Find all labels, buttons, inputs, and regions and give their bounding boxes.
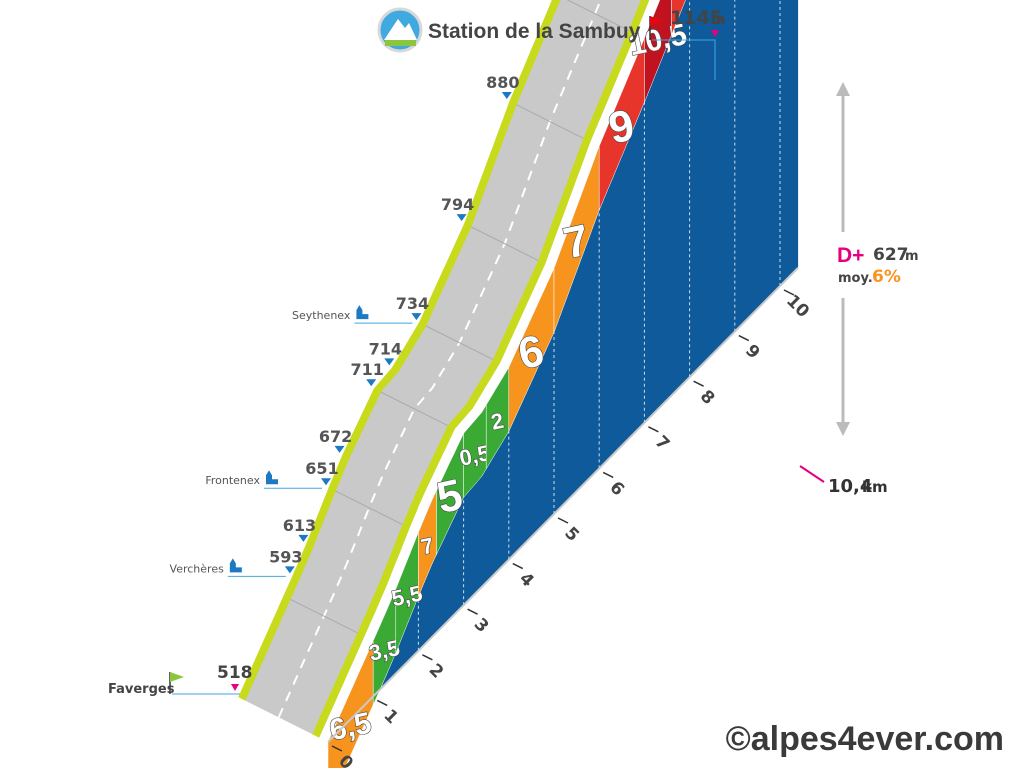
km-tick-label: 7 — [651, 432, 674, 455]
village-markers: Verchères Frontenex Seythenex — [170, 305, 413, 577]
distance-value: 10,4 — [828, 476, 872, 497]
km-tick-label: 6 — [605, 478, 628, 501]
start-flag-icon — [170, 672, 184, 682]
km-tick — [693, 380, 704, 387]
km-tick-label: 8 — [696, 386, 719, 409]
altitude-label: 593 — [269, 547, 302, 566]
km-tick — [422, 654, 433, 661]
distance-summary: 10,4 km — [799, 465, 888, 497]
village-name: Seythenex — [292, 309, 351, 322]
km-tick-label: 5 — [560, 523, 583, 546]
altitude-pointer-icon — [384, 358, 395, 366]
start-altitude: 518 — [217, 663, 253, 683]
road-km-line — [290, 598, 358, 634]
distance-unit: km — [862, 478, 888, 496]
ascent-value: 627 — [873, 245, 909, 265]
start-pointer-icon — [231, 684, 239, 691]
gradient-label: 7 — [419, 532, 436, 559]
km-tick — [783, 289, 795, 296]
chart-title: Station de la Sambuy — [428, 20, 641, 43]
road-surface — [238, 0, 650, 738]
arrow-up-icon — [836, 82, 850, 96]
summit-marker: 1145 m — [649, 7, 726, 80]
road-edge-front — [312, 0, 650, 738]
km-tick — [738, 334, 750, 342]
altitude-pointer-icon — [411, 313, 422, 321]
title-group: Station de la Sambuy — [377, 7, 641, 53]
road-edge-back — [238, 0, 561, 701]
altitude-pointer-icon — [334, 445, 345, 453]
altitude-pointer-icon — [456, 214, 467, 222]
altitude-pointer-icon — [366, 379, 377, 387]
altitude-markers: 59361365167271171473479488095010251087 — [269, 73, 520, 574]
altitude-label: 651 — [305, 459, 338, 478]
km-tick — [512, 562, 524, 570]
km-tick — [467, 608, 478, 615]
altitude-pointer-icon — [501, 92, 512, 100]
church-icon — [229, 558, 242, 573]
altitude-pointer-icon — [321, 478, 331, 486]
church-icon — [356, 305, 369, 320]
road-km-line — [425, 325, 494, 360]
km-axis-line — [327, 267, 799, 743]
average-label: moy. — [838, 271, 873, 286]
mountain-icon-peak — [384, 19, 417, 40]
altitude-label: 734 — [396, 294, 429, 313]
altitude-pointer-icon — [284, 566, 295, 574]
km-tick-label: 10 — [782, 291, 813, 322]
altitude-label: 794 — [441, 195, 474, 214]
altitude-pointer-icon — [298, 534, 309, 542]
road-km-line — [380, 391, 448, 426]
arrow-down-icon — [836, 422, 850, 436]
km-tick-label: 9 — [741, 341, 764, 364]
road-km-line — [335, 490, 403, 525]
road-km-line — [566, 0, 629, 31]
village-name: Verchères — [170, 562, 225, 575]
km-tick — [602, 471, 614, 479]
gradient-label: 2 — [489, 408, 506, 435]
church-icon — [266, 470, 278, 485]
km-tick — [557, 517, 569, 524]
wall-face — [328, 0, 799, 742]
ascent-summary: D+ 627 m moy. 6% — [836, 82, 919, 436]
road-km-line — [471, 226, 539, 261]
road-km-line — [516, 104, 584, 139]
summit-pointer-icon — [711, 30, 719, 37]
km-tick-label: 1 — [379, 706, 402, 729]
start-marker: Faverges 518 — [108, 663, 253, 697]
km-tick — [376, 699, 388, 707]
summit-flag-icon — [650, 16, 664, 26]
km-tick-label: 3 — [470, 614, 493, 637]
ascent-label: D+ — [837, 244, 864, 267]
average-value: 6% — [872, 267, 901, 287]
mountain-icon-grass — [385, 40, 416, 46]
km-tick-label: 4 — [515, 569, 538, 592]
altitude-label: 880 — [486, 73, 519, 92]
ascent-unit: m — [905, 249, 919, 264]
altitude-label: 672 — [319, 427, 352, 446]
km-tick-label: 2 — [425, 660, 448, 683]
km-tick — [648, 426, 659, 433]
summit-altitude: 1145 — [670, 7, 723, 29]
village-name: Frontenex — [205, 474, 260, 487]
start-name: Faverges — [108, 682, 175, 697]
summit-unit: m — [711, 12, 726, 28]
altitude-label: 711 — [350, 360, 383, 379]
credit-text: ©alpes4ever.com — [726, 720, 1004, 758]
altitude-label: 613 — [283, 516, 316, 535]
gradient-label: 6,5 — [327, 706, 375, 747]
gradient-band — [671, 0, 686, 35]
altitude-label: 714 — [369, 339, 402, 358]
km-tick — [331, 745, 343, 752]
